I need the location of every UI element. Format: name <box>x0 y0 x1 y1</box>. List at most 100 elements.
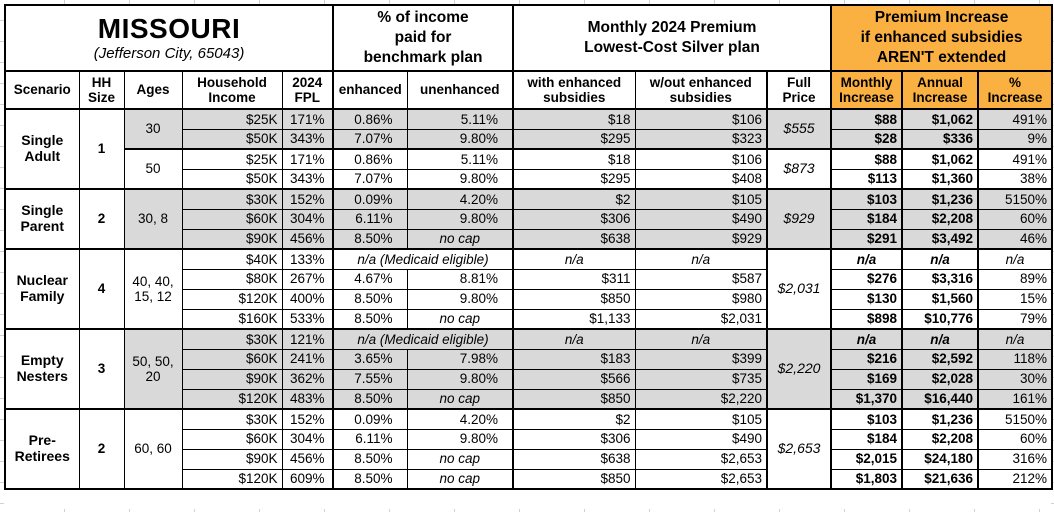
fpl-cell: 609% <box>281 468 334 490</box>
enhanced-pct-cell: 0.86% <box>332 108 408 130</box>
col-header-monthly-increase: Monthly Increase <box>830 70 903 110</box>
table-row: 50 $25K 171% 0.86% 5.11% $18 $106 $873 $88 $1,062… <box>5 148 1053 190</box>
hh-size-cell: 2 <box>78 408 125 490</box>
fpl-cell: 343% <box>281 128 334 150</box>
without-subsidies-cell: $980 <box>634 288 768 310</box>
full-price-cell: $2,653 <box>766 408 832 490</box>
hh-size-cell: 1 <box>78 108 125 190</box>
scenario-cell: Single Adult <box>4 108 80 190</box>
pct-increase-cell: 79% <box>977 308 1053 330</box>
fpl-cell: 152% <box>281 188 334 210</box>
enhanced-pct-cell: 8.50% <box>332 448 408 470</box>
unenhanced-pct-cell: no cap <box>406 468 514 490</box>
monthly-increase-cell: $169 <box>830 368 903 390</box>
monthly-increase-cell: $88 <box>830 108 903 130</box>
monthly-increase-cell: $88 <box>830 148 903 170</box>
enhanced-pct-cell: 8.50% <box>332 388 408 410</box>
enhanced-pct-cell: 3.65% <box>332 348 408 370</box>
pct-increase-cell: 316% <box>977 448 1053 470</box>
pct-increase-cell: 5150% <box>977 188 1053 210</box>
unenhanced-pct-cell: 5.11% <box>406 148 514 170</box>
enhanced-pct-cell: 7.55% <box>332 368 408 390</box>
without-subsidies-cell: $105 <box>634 408 768 430</box>
fpl-cell: 533% <box>281 308 334 330</box>
income-cell: $90K <box>181 448 283 470</box>
unenhanced-pct-cell: no cap <box>406 228 514 250</box>
table-row: $120K 609% 8.50% no cap $850 $2,653 $1,803 $21,… <box>5 468 1053 490</box>
with-subsidies-cell: $638 <box>512 448 636 470</box>
table-row: $60K 304% 6.11% 9.80% $306 $490 $184 $2,208 60% <box>5 428 1053 450</box>
scenario-cell: Empty Nesters <box>4 328 80 410</box>
location-subtitle: (Jefferson City, 65043) <box>93 44 245 62</box>
unenhanced-pct-cell: 4.20% <box>406 408 514 430</box>
unenhanced-pct-cell: no cap <box>406 388 514 410</box>
col-header-full-price: Full Price <box>766 70 832 110</box>
without-subsidies-cell: $399 <box>634 348 768 370</box>
scenario-cell: Pre- Retirees <box>4 408 80 490</box>
without-subsidies-cell: $735 <box>634 368 768 390</box>
fpl-cell: 343% <box>281 168 334 190</box>
enhanced-pct-cell: 7.07% <box>332 168 408 190</box>
fpl-cell: 456% <box>281 228 334 250</box>
fpl-cell: 267% <box>281 268 334 290</box>
without-subsidies-cell: $105 <box>634 188 768 210</box>
pct-increase-cell: 46% <box>977 228 1053 250</box>
with-subsidies-cell: $18 <box>512 148 636 170</box>
pct-increase-cell: n/a <box>977 328 1053 350</box>
with-subsidies-cell: $850 <box>512 288 636 310</box>
enhanced-pct-cell: 0.09% <box>332 188 408 210</box>
without-subsidies-cell: $2,220 <box>634 388 768 410</box>
table-row: $120K 400% 8.50% 9.80% $850 $980 $130 $1,560 15% <box>5 288 1053 310</box>
col-header-fpl: 2024 FPL <box>281 70 334 110</box>
fpl-cell: 304% <box>281 428 334 450</box>
income-cell: $60K <box>181 348 283 370</box>
with-subsidies-cell: $1,133 <box>512 308 636 330</box>
unenhanced-pct-cell: 4.20% <box>406 188 514 210</box>
with-subsidies-cell: $638 <box>512 228 636 250</box>
header-row-columns: Scenario HH Size Ages Household Income 2… <box>4 70 1053 110</box>
fpl-cell: 304% <box>281 208 334 230</box>
with-subsidies-cell: $2 <box>512 188 636 210</box>
unenhanced-pct-cell: 9.80% <box>406 208 514 230</box>
income-cell: $30K <box>181 188 283 210</box>
annual-increase-cell: $2,208 <box>901 208 979 230</box>
with-subsidies-cell: $183 <box>512 348 636 370</box>
monthly-increase-cell: $1,803 <box>830 468 903 490</box>
without-subsidies-cell: $106 <box>634 108 768 130</box>
enhanced-pct-cell: 6.11% <box>332 428 408 450</box>
sheet-gridlines-left <box>0 0 4 512</box>
col-header-with-subsidies: with enhanced subsidies <box>512 70 636 110</box>
unenhanced-pct-cell: 9.80% <box>406 168 514 190</box>
annual-increase-cell: $24,180 <box>901 448 979 470</box>
without-subsidies-cell: $490 <box>634 208 768 230</box>
header-row-groups: MISSOURI (Jefferson City, 65043) % of in… <box>4 4 1053 72</box>
annual-increase-cell: $1,062 <box>901 148 979 170</box>
income-cell: $60K <box>181 428 283 450</box>
with-subsidies-cell: $850 <box>512 388 636 410</box>
pct-increase-cell: 118% <box>977 348 1053 370</box>
income-cell: $120K <box>181 468 283 490</box>
fpl-cell: 456% <box>281 448 334 470</box>
pct-increase-cell: 38% <box>977 168 1053 190</box>
ages-cell: 50 <box>123 148 183 190</box>
without-subsidies-cell: n/a <box>634 248 768 270</box>
pct-increase-cell: 60% <box>977 428 1053 450</box>
enhanced-pct-cell: 8.50% <box>332 308 408 330</box>
income-cell: $120K <box>181 388 283 410</box>
fpl-cell: 133% <box>281 248 334 270</box>
with-subsidies-cell: $2 <box>512 408 636 430</box>
annual-increase-cell: $1,236 <box>901 188 979 210</box>
fpl-cell: 483% <box>281 388 334 410</box>
monthly-increase-cell: $1,370 <box>830 388 903 410</box>
unenhanced-pct-cell: no cap <box>406 308 514 330</box>
annual-increase-cell: $1,062 <box>901 108 979 130</box>
pct-increase-cell: 89% <box>977 268 1053 290</box>
enhanced-pct-cell: 8.50% <box>332 288 408 310</box>
annual-increase-cell: $16,440 <box>901 388 979 410</box>
monthly-increase-cell: $184 <box>830 428 903 450</box>
without-subsidies-cell: $2,653 <box>634 448 768 470</box>
hh-size-cell: 4 <box>78 248 125 330</box>
full-price-cell: $2,220 <box>766 328 832 410</box>
without-subsidies-cell: $490 <box>634 428 768 450</box>
